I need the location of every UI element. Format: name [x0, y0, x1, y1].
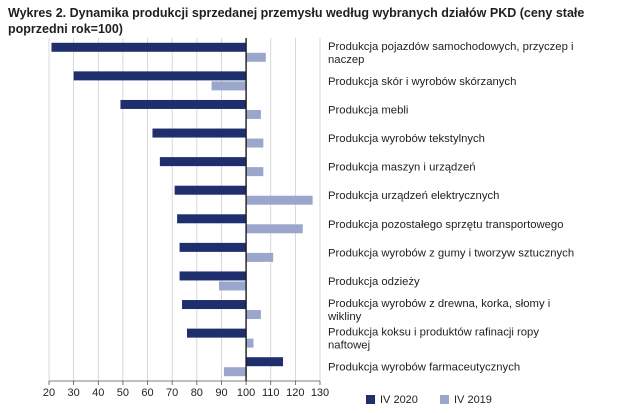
bar-iv-2019: [246, 338, 254, 348]
bar-iv-2019: [246, 224, 303, 234]
bar-iv-2020: [182, 300, 247, 310]
x-tick-label: 120: [286, 387, 304, 399]
gridlines: [48, 38, 321, 381]
category-label: Produkcja wyrobów z gumy i tworzyw sztuc…: [328, 247, 574, 259]
bar-iv-2019: [246, 138, 264, 148]
legend-label: IV 2020: [380, 394, 418, 406]
category-label: Produkcja urządzeń elektrycznych: [328, 190, 499, 202]
x-tick-label: 130: [311, 387, 329, 399]
legend: IV 2020 IV 2019: [366, 394, 492, 406]
bar-iv-2020: [186, 328, 247, 338]
bar-iv-2020: [73, 71, 247, 81]
category-label: Produkcja pojazdów samochodowych, przycz…: [328, 41, 574, 53]
legend-swatch: [440, 395, 449, 404]
bar-iv-2020: [120, 99, 247, 109]
bar-iv-2019: [246, 252, 274, 262]
bars: [51, 42, 313, 377]
x-tick-label: 40: [92, 387, 104, 399]
bar-iv-2020: [174, 185, 247, 195]
legend-swatch: [366, 395, 375, 404]
x-tick-label: 110: [262, 387, 280, 399]
category-label: Produkcja skór i wyrobów skórzanych: [328, 76, 516, 88]
x-tick-label: 30: [68, 387, 80, 399]
bar-iv-2019: [246, 310, 261, 320]
x-tick-label: 60: [141, 387, 153, 399]
bar-iv-2019: [223, 367, 247, 377]
bar-iv-2020: [51, 42, 247, 52]
category-label: Produkcja mebli: [328, 104, 408, 116]
x-tick-label: 100: [237, 387, 255, 399]
x-tick-label: 20: [43, 387, 55, 399]
legend-label: IV 2019: [454, 394, 492, 406]
chart-title: Wykres 2. Dynamika produkcji sprzedanej …: [8, 6, 585, 36]
bar-iv-2019: [246, 167, 264, 177]
bar-iv-2019: [246, 109, 261, 119]
category-labels: Produkcja pojazdów samochodowych, przycz…: [327, 41, 574, 374]
bar-iv-2020: [179, 242, 247, 252]
bar-iv-2020: [246, 357, 284, 367]
bar-iv-2020: [159, 157, 247, 167]
category-label: Produkcja maszyn i urządzeń: [328, 162, 476, 174]
category-label: naczep: [328, 54, 364, 66]
bar-iv-2020: [179, 271, 247, 281]
category-label: wikliny: [327, 311, 362, 323]
x-tick-label: 80: [191, 387, 203, 399]
x-tick-label: 70: [166, 387, 178, 399]
x-tick-label: 50: [117, 387, 129, 399]
bar-iv-2019: [246, 195, 313, 205]
category-label: Produkcja wyrobów z drewna, korka, słomy…: [328, 298, 550, 310]
category-label: Produkcja odzieży: [328, 276, 420, 288]
axes: 20 30 40 50 60 70 80 90 100 110 120 130: [43, 38, 329, 399]
category-label: Produkcja wyrobów tekstylnych: [328, 133, 485, 145]
x-tick-label: 90: [215, 387, 227, 399]
category-label: Produkcja pozostałego sprzętu transporto…: [328, 219, 564, 231]
bar-iv-2020: [152, 128, 247, 138]
bar-iv-2019: [218, 281, 247, 291]
bar-iv-2019: [211, 81, 247, 91]
bar-iv-2020: [177, 214, 247, 224]
bar-iv-2019: [246, 52, 266, 62]
category-label: Produkcja koksu i produktów rafinacji ro…: [328, 327, 539, 339]
category-label: Produkcja wyrobów farmaceutycznych: [328, 362, 520, 374]
category-label: naftowej: [328, 340, 370, 352]
